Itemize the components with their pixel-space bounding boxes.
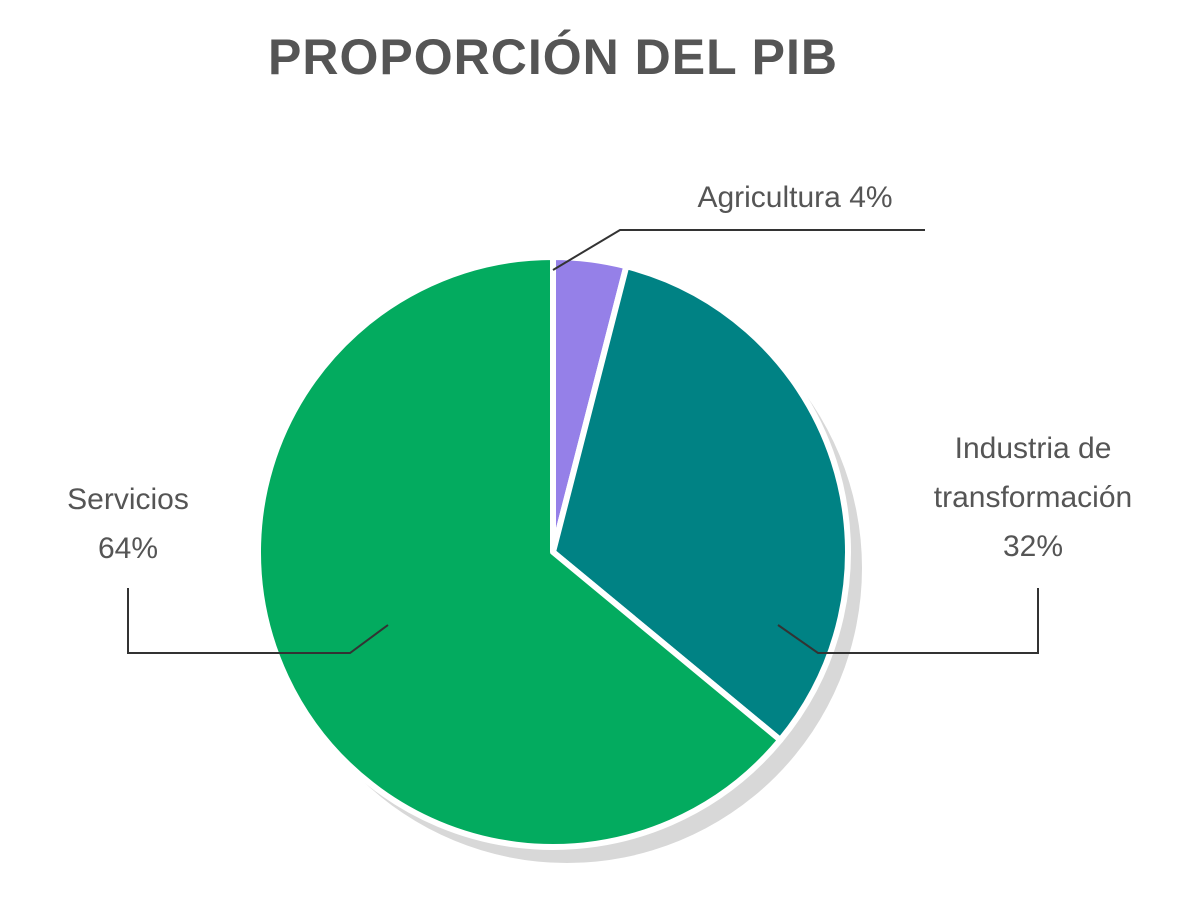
value-label: 4%: [849, 181, 893, 214]
chart-title: PROPORCIÓN DEL PIB: [268, 29, 838, 85]
value-label: 32%: [1002, 530, 1064, 563]
leader-line: [552, 229, 925, 271]
slice-label: Servicios 64%: [28, 475, 228, 573]
leader-line: [127, 588, 389, 654]
pie-slice: [550, 263, 851, 744]
category-label: Servicios: [67, 483, 189, 516]
leader-line: [777, 588, 1039, 654]
slice-label: Industria de transformación 32%: [883, 424, 1183, 571]
category-label: Industria de transformación: [933, 432, 1133, 514]
category-label: Agricultura: [697, 181, 841, 214]
slice-label: Agricultura 4%: [595, 173, 995, 222]
value-label: 64%: [97, 532, 159, 565]
pie-slice: [255, 254, 784, 850]
